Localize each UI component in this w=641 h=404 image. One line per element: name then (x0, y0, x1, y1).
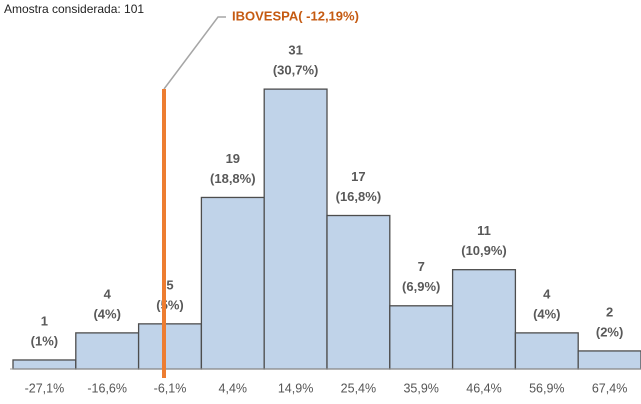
bar (263, 88, 328, 370)
chart-subtitle: Amostra considerada: 101 (4, 2, 144, 16)
percent-label: (1%) (31, 333, 58, 348)
value-label: 19 (226, 151, 240, 166)
x-tick-label: 56,9% (529, 381, 564, 395)
x-tick-label: 4,4% (219, 381, 248, 395)
percent-label: (18,8%) (210, 171, 256, 186)
percent-label: (30,7%) (273, 63, 319, 78)
bar (451, 269, 517, 370)
percent-label: (4%) (533, 306, 560, 321)
x-tick-label: 25,4% (341, 381, 376, 395)
plot-area: -27,1% 1 (1%) -16,6% 4 (4%) -6,1% 5 (5%) 4,4% 19 (1… (12, 43, 641, 395)
bar (137, 323, 203, 370)
percent-label: (4%) (93, 306, 120, 321)
percent-label: (10,9%) (461, 243, 507, 258)
x-tick-label: -16,6% (87, 381, 127, 395)
bar (75, 332, 140, 370)
value-label: 17 (351, 169, 365, 184)
bar (326, 214, 391, 370)
value-label: 7 (418, 259, 425, 274)
annotation-leader (163, 16, 226, 90)
percent-label: (5%) (156, 297, 183, 312)
value-label: 31 (288, 43, 302, 58)
bar (12, 359, 77, 370)
bar (389, 305, 454, 370)
x-tick-label: 35,9% (403, 381, 438, 395)
x-tick-label: -6,1% (154, 381, 187, 395)
percent-label: (16,8%) (336, 189, 382, 204)
value-label: 4 (104, 286, 112, 301)
x-tick-label: 14,9% (278, 381, 313, 395)
bar (200, 196, 265, 370)
value-label: 5 (166, 277, 173, 292)
value-label: 11 (477, 223, 491, 238)
bar (514, 332, 579, 370)
percent-label: (6,9%) (402, 279, 440, 294)
value-label: 4 (543, 286, 551, 301)
value-label: 2 (606, 304, 613, 319)
x-tick-label: 67,4% (592, 381, 627, 395)
x-tick-label: -27,1% (25, 381, 65, 395)
bar (577, 350, 641, 370)
value-label: 1 (41, 313, 48, 328)
x-tick-label: 46,4% (466, 381, 501, 395)
percent-label: (2%) (596, 324, 623, 339)
annotation-label: IBOVESPA( -12,19%) (232, 8, 359, 23)
